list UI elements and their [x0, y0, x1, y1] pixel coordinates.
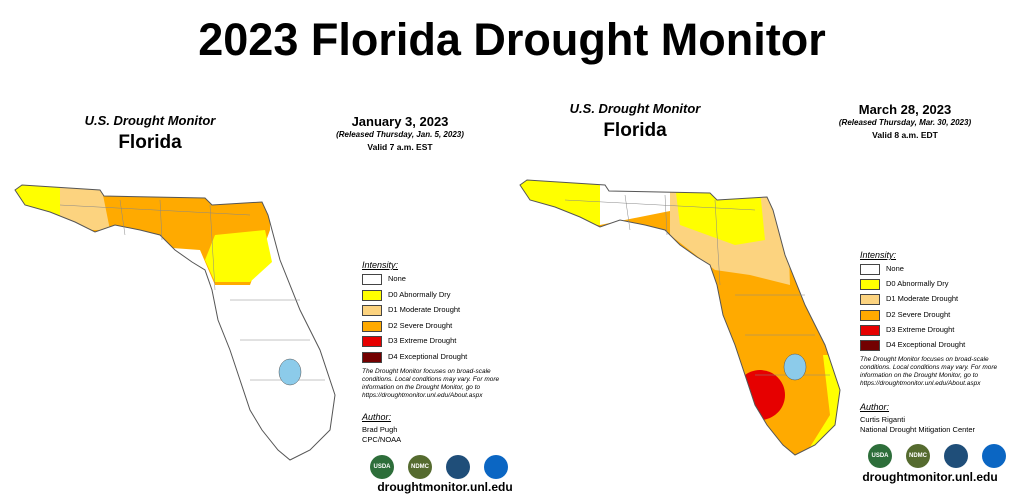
legend-swatch — [362, 289, 382, 301]
author-heading: Author: — [860, 402, 890, 412]
legend-label: D2 Severe Drought — [886, 309, 951, 319]
legend-swatch — [362, 336, 382, 348]
legend-swatch — [362, 274, 382, 285]
logo — [982, 444, 1006, 468]
map-january — [14, 184, 336, 461]
logo — [484, 455, 508, 479]
state: Florida — [603, 120, 667, 141]
logo — [446, 455, 470, 479]
legend-swatch — [860, 340, 880, 351]
legend-swatch — [860, 294, 880, 306]
map-march — [519, 179, 841, 456]
legend-label: D4 Exceptional Drought — [886, 340, 966, 349]
legend-label: D0 Abnormally Dry — [886, 279, 949, 289]
valid: Valid 7 a.m. EST — [367, 142, 433, 152]
released: (Released Thursday, Jan. 5, 2023) — [336, 130, 464, 139]
legend-swatch — [860, 264, 880, 275]
legend-label: None — [388, 274, 406, 283]
legend-swatch — [860, 324, 880, 336]
state: Florida — [118, 132, 182, 153]
logo: NDMC — [408, 455, 432, 479]
logo — [944, 444, 968, 468]
url: droughtmonitor.unl.edu — [377, 480, 513, 494]
author-line: Brad Pugh — [362, 425, 398, 434]
legend-swatch — [860, 279, 880, 291]
legend-heading: Intensity: — [860, 250, 897, 260]
legend-label: D1 Moderate Drought — [886, 294, 959, 304]
legend-heading: Intensity: — [362, 260, 399, 270]
logo: USDA — [868, 444, 892, 468]
legend-swatch — [362, 352, 382, 363]
date: January 3, 2023 — [351, 114, 449, 129]
released: (Released Thursday, Mar. 30, 2023) — [838, 118, 972, 127]
legend-label: D3 Extreme Drought — [886, 324, 955, 334]
legend-label: D1 Moderate Drought — [388, 305, 461, 315]
author-line: National Drought Mitigation Center — [860, 425, 976, 434]
legend-swatch — [860, 309, 880, 321]
legend-label: None — [886, 264, 904, 273]
logo: USDA — [370, 455, 394, 479]
legend-label: D3 Extreme Drought — [388, 336, 457, 346]
valid: Valid 8 a.m. EDT — [872, 130, 938, 140]
agency: U.S. Drought Monitor — [569, 101, 701, 116]
url: droughtmonitor.unl.edu — [862, 470, 998, 484]
author-heading: Author: — [362, 412, 392, 422]
legend-label: D2 Severe Drought — [388, 320, 453, 330]
author-line: Curtis Riganti — [860, 415, 906, 424]
legend-swatch — [362, 305, 382, 317]
legend-label: D4 Exceptional Drought — [388, 352, 468, 361]
author-line: CPC/NOAA — [362, 435, 402, 444]
legend-swatch — [362, 320, 382, 332]
note: The Drought Monitor focuses on broad-sca… — [362, 368, 500, 399]
title: 2023 Florida Drought Monitor — [198, 14, 826, 65]
note: The Drought Monitor focuses on broad-sca… — [860, 356, 998, 387]
agency: U.S. Drought Monitor — [84, 113, 216, 128]
date: March 28, 2023 — [858, 102, 952, 117]
logo: NDMC — [906, 444, 930, 468]
legend-label: D0 Abnormally Dry — [388, 289, 451, 299]
